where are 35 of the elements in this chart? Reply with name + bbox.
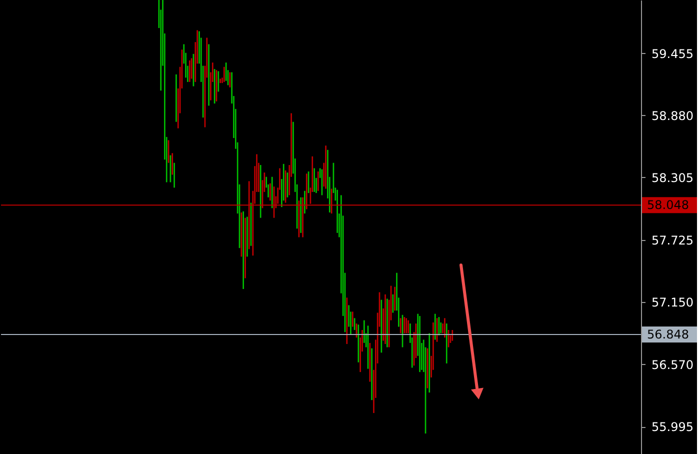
y-tick-label: 57.150	[652, 295, 694, 310]
ref-line-label: 56.848	[647, 328, 689, 342]
candlestick	[346, 298, 348, 344]
y-tick-label: 55.995	[652, 420, 694, 434]
candlestick	[260, 164, 262, 218]
candlestick	[392, 294, 394, 313]
candlestick	[446, 324, 448, 364]
ref-line-label: 58.048	[647, 198, 689, 212]
candlestick	[452, 330, 454, 341]
candlestick	[246, 216, 248, 257]
candlestick	[317, 171, 319, 191]
candlestick	[218, 71, 220, 92]
candlestick	[300, 197, 302, 233]
candlestick	[400, 318, 402, 334]
candlestick	[240, 212, 242, 257]
y-tick-label: 58.880	[652, 108, 694, 123]
y-tick-label: 57.725	[652, 233, 694, 248]
candlestick	[223, 66, 225, 82]
candlestick	[172, 153, 174, 175]
candlestick	[271, 176, 273, 208]
candlestick	[386, 298, 388, 348]
candlestick	[363, 320, 365, 343]
y-tick-label: 59.455	[652, 46, 694, 61]
candlestick	[229, 72, 231, 88]
y-tick-label: 58.305	[652, 170, 694, 185]
candlestick	[358, 324, 360, 362]
y-tick-label: 56.570	[652, 358, 694, 372]
candlestick	[406, 318, 408, 334]
candlestick	[434, 314, 436, 340]
candlestick	[352, 312, 354, 327]
candlestick	[380, 300, 382, 353]
candlestick	[188, 60, 190, 82]
candlestick	[369, 342, 371, 382]
candlestick	[428, 333, 430, 393]
candlestick	[394, 286, 396, 311]
